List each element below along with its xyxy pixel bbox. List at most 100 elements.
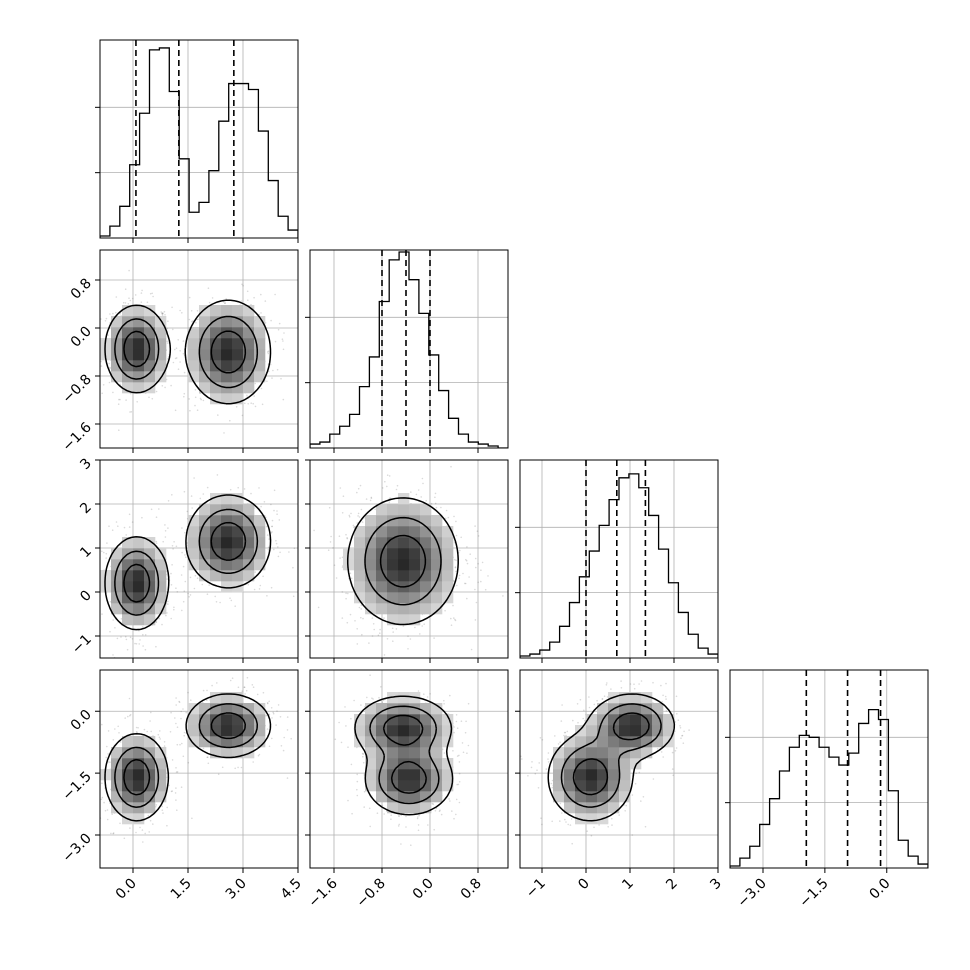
sample-point xyxy=(127,303,130,305)
density-block xyxy=(111,371,123,383)
joint-panel-0-3: −3.0−1.50.00.0 1.5 3.0 4.5 xyxy=(59,669,305,903)
sample-point xyxy=(258,753,261,756)
sample-point xyxy=(390,818,392,820)
sample-point xyxy=(369,825,371,828)
density-block xyxy=(243,537,255,549)
y-tick-label: 2 xyxy=(77,500,95,518)
sample-point xyxy=(194,389,197,391)
density-block xyxy=(122,736,134,748)
sample-point xyxy=(350,717,352,720)
sample-point xyxy=(182,755,185,758)
sample-point xyxy=(272,712,275,715)
sample-point xyxy=(247,299,249,301)
sample-point xyxy=(277,555,280,558)
sample-point xyxy=(338,721,340,724)
density-block xyxy=(155,570,167,582)
density-block xyxy=(155,360,167,372)
sample-point xyxy=(381,701,384,704)
density-block xyxy=(365,581,377,593)
density-block xyxy=(354,548,366,560)
sample-point xyxy=(269,363,272,366)
density-block xyxy=(409,526,421,538)
sample-point xyxy=(266,534,269,536)
sample-point xyxy=(376,812,379,814)
sample-point xyxy=(467,702,470,705)
density-block xyxy=(199,559,211,571)
sample-point xyxy=(389,497,392,499)
sample-point xyxy=(100,365,103,367)
x-tick-label: 3.0 xyxy=(223,876,250,903)
density-block xyxy=(155,769,167,781)
sample-point xyxy=(193,477,195,479)
sample-point xyxy=(216,474,219,476)
sample-point xyxy=(278,519,281,521)
panel-frame xyxy=(99,669,299,869)
sample-point xyxy=(260,387,263,390)
sample-point xyxy=(235,406,238,408)
sample-point xyxy=(114,728,116,730)
sample-point xyxy=(115,296,118,298)
density-block xyxy=(199,338,211,350)
sample-point xyxy=(369,674,371,676)
density-block xyxy=(210,736,222,748)
sample-point xyxy=(391,627,394,630)
sample-point xyxy=(147,814,150,817)
sample-point xyxy=(388,475,391,477)
density-block xyxy=(442,570,454,582)
sample-point xyxy=(152,823,154,825)
sample-point xyxy=(164,530,167,532)
density-block xyxy=(243,349,255,361)
density-block xyxy=(133,791,145,803)
panel-frame xyxy=(519,459,719,659)
sample-point xyxy=(452,604,454,607)
sample-point xyxy=(86,798,88,800)
sample-point xyxy=(206,486,209,489)
sample-point xyxy=(475,601,478,604)
sample-point xyxy=(183,392,186,395)
sample-point xyxy=(108,381,111,384)
density-block xyxy=(188,548,200,560)
y-tick-label: −1 xyxy=(69,632,95,658)
density-block xyxy=(232,493,244,505)
density-block xyxy=(232,714,244,726)
sample-point xyxy=(455,534,458,537)
sample-point xyxy=(422,482,424,485)
density-block xyxy=(122,603,134,615)
sample-point xyxy=(345,725,347,727)
sample-point xyxy=(338,535,341,537)
sample-point xyxy=(372,698,374,700)
sample-point xyxy=(217,414,219,416)
sample-point xyxy=(440,506,442,509)
sample-point xyxy=(148,396,150,399)
sample-point xyxy=(112,391,114,394)
density-block xyxy=(122,802,134,814)
density-block xyxy=(354,537,366,549)
sample-point xyxy=(452,750,454,752)
y-tick-label: 0 xyxy=(77,588,95,606)
density-block xyxy=(133,349,145,361)
sample-point xyxy=(357,515,359,517)
density-block xyxy=(210,382,222,394)
density-block xyxy=(431,581,443,593)
density-block xyxy=(376,526,388,538)
sample-point xyxy=(202,399,205,402)
density-block xyxy=(254,526,266,538)
density-block xyxy=(221,493,233,505)
sample-point xyxy=(348,516,351,518)
sample-point xyxy=(455,714,458,716)
density-block xyxy=(354,592,366,604)
sample-point xyxy=(91,581,93,583)
sample-point xyxy=(112,312,114,315)
density-block xyxy=(243,338,255,350)
density-block xyxy=(409,537,421,549)
sample-point xyxy=(185,711,187,714)
sample-point xyxy=(447,516,450,519)
sample-point xyxy=(341,617,344,619)
sample-point xyxy=(119,741,122,743)
joint-panel-body xyxy=(100,250,298,448)
sample-point xyxy=(417,824,420,826)
density-block xyxy=(387,614,399,626)
sample-point xyxy=(434,496,436,499)
density-block xyxy=(232,548,244,560)
sample-point xyxy=(282,749,285,752)
